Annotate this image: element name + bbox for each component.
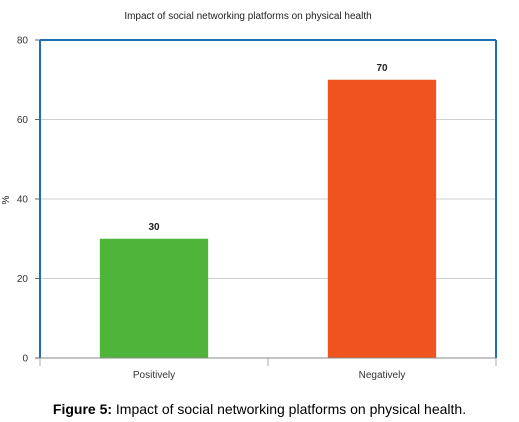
figure-caption-prefix: Figure 5: xyxy=(52,401,113,417)
y-tick-label: 0 xyxy=(22,354,28,365)
x-tick-label: Negatively xyxy=(359,370,406,381)
y-tick-label: 40 xyxy=(17,195,29,206)
x-tick-label: Positively xyxy=(133,370,175,381)
figure-caption: Figure 5: Impact of social networking pl… xyxy=(0,401,519,417)
y-tick-label: 60 xyxy=(17,115,29,126)
y-tick-label: 20 xyxy=(17,274,29,285)
figure-caption-text: Impact of social networking platforms on… xyxy=(115,401,467,417)
data-label: 70 xyxy=(376,63,388,74)
chart-title: Impact of social networking platforms on… xyxy=(124,11,371,22)
data-label: 30 xyxy=(148,222,160,233)
y-tick-label: 80 xyxy=(17,36,29,47)
bar-positively xyxy=(99,238,209,358)
bar-negatively xyxy=(327,79,437,358)
y-axis-label: % xyxy=(1,195,12,204)
bar-chart: Impact of social networking platforms on… xyxy=(1,11,497,381)
